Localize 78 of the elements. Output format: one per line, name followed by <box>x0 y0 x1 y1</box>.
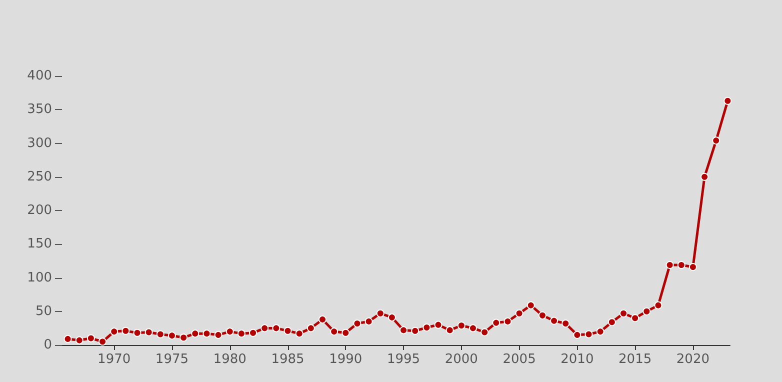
point <box>688 262 697 271</box>
y-tick-label: 100 <box>27 270 52 286</box>
point <box>180 334 188 342</box>
point <box>226 328 234 336</box>
point <box>642 307 651 316</box>
point <box>457 322 466 330</box>
x-tick-label: 1980 <box>213 352 246 367</box>
point <box>480 328 489 336</box>
point <box>168 332 176 340</box>
point <box>596 328 604 336</box>
point <box>133 328 142 337</box>
point <box>515 309 524 318</box>
point <box>110 328 118 336</box>
point <box>422 324 431 332</box>
point <box>249 328 258 337</box>
point <box>677 260 686 269</box>
y-tick-label: 50 <box>35 304 52 319</box>
point <box>550 316 558 325</box>
x-tick-label: 2000 <box>444 352 478 367</box>
x-tick-label: 2010 <box>560 352 594 367</box>
point <box>538 311 546 320</box>
x-tick-label: 1985 <box>271 352 304 367</box>
point <box>608 318 616 326</box>
point <box>504 317 512 326</box>
point <box>411 326 420 335</box>
point <box>376 309 384 318</box>
point <box>272 324 280 332</box>
point <box>75 336 84 344</box>
point <box>214 330 222 339</box>
point <box>237 330 246 338</box>
point <box>98 338 107 346</box>
point <box>144 328 153 336</box>
x-tick-label: 2015 <box>618 352 652 367</box>
point <box>388 313 396 322</box>
y-tick-label: 150 <box>27 236 52 252</box>
point <box>342 328 350 337</box>
point <box>434 320 442 329</box>
x-tick-label: 2005 <box>502 352 536 367</box>
point <box>318 315 326 324</box>
point <box>446 326 454 334</box>
point <box>700 172 709 181</box>
y-tick-label: 200 <box>27 203 52 218</box>
y-tick-label: 350 <box>27 102 52 118</box>
point <box>724 96 732 105</box>
point <box>364 317 373 326</box>
point <box>86 334 95 342</box>
point <box>654 301 662 310</box>
y-tick-label: 400 <box>27 68 52 84</box>
y-tick-label: 300 <box>27 136 52 151</box>
point <box>260 324 269 332</box>
point <box>573 330 582 339</box>
point <box>353 319 362 328</box>
point <box>191 330 200 338</box>
point <box>306 324 315 332</box>
point <box>492 318 500 327</box>
point <box>295 330 304 338</box>
y-tick-label: 250 <box>27 169 52 184</box>
point <box>400 326 408 334</box>
point <box>156 330 164 338</box>
x-tick-label: 2020 <box>676 352 710 367</box>
point <box>468 324 477 332</box>
x-tick-label: 1970 <box>98 352 131 367</box>
point <box>330 328 338 336</box>
point <box>584 330 593 338</box>
point <box>526 301 535 310</box>
y-tick-label: 0 <box>44 338 52 352</box>
point <box>631 314 640 322</box>
point <box>666 260 674 269</box>
x-tick-label: 1975 <box>155 352 189 367</box>
point <box>284 326 292 335</box>
point <box>64 334 72 343</box>
x-tick-label: 1990 <box>329 352 362 367</box>
point <box>712 136 720 145</box>
point <box>620 309 628 318</box>
x-tick-label: 1995 <box>386 352 420 367</box>
point <box>562 319 570 328</box>
point <box>122 326 130 335</box>
point <box>202 330 211 338</box>
